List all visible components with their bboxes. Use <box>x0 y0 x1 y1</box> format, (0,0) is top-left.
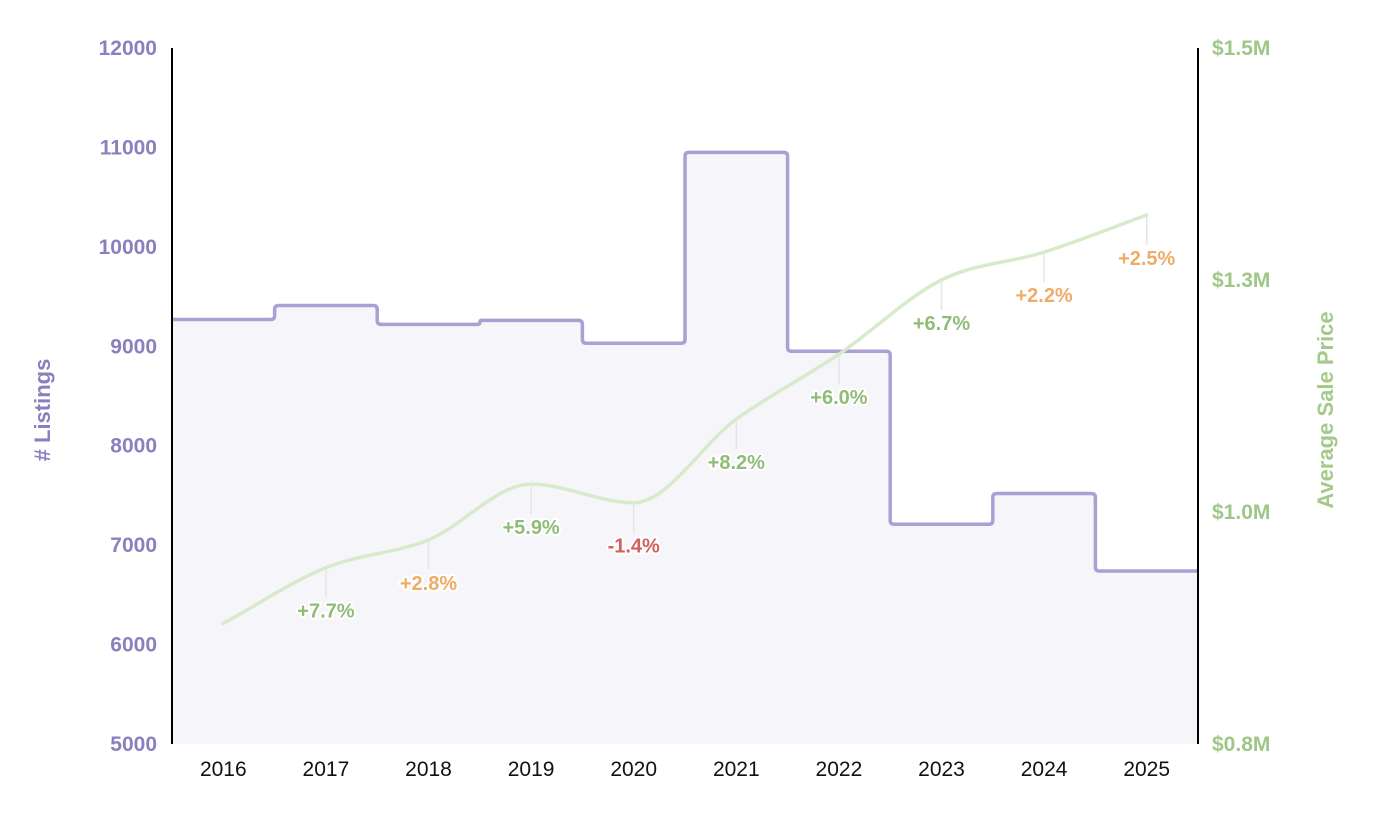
x-tick-label: 2025 <box>1123 758 1170 781</box>
x-tick-label: 2023 <box>918 758 965 781</box>
pct-change-label: +2.5% <box>1118 248 1175 270</box>
x-tick-label: 2016 <box>200 758 247 781</box>
left-tick-label: 10000 <box>99 236 157 259</box>
right-tick-label: $0.8M <box>1212 733 1270 756</box>
pct-change-label: +2.2% <box>1015 285 1072 307</box>
left-tick-label: 12000 <box>99 37 157 60</box>
x-tick-label: 2019 <box>508 758 555 781</box>
pct-change-label: +2.8% <box>400 573 457 595</box>
x-tick-label: 2022 <box>816 758 863 781</box>
left-tick-label: 9000 <box>110 335 157 358</box>
pct-change-label: +8.2% <box>708 452 765 474</box>
right-tick-label: $1.5M <box>1212 37 1270 60</box>
listings-step-line <box>172 150 1198 573</box>
x-tick-label: 2018 <box>405 758 452 781</box>
left-tick-label: 5000 <box>110 733 157 756</box>
right-tick-label: $1.0M <box>1212 501 1270 524</box>
pct-change-label: +6.7% <box>913 313 970 335</box>
left-tick-label: 7000 <box>110 534 157 557</box>
pct-change-label: -1.4% <box>608 536 660 558</box>
left-tick-label: 8000 <box>110 435 157 458</box>
right-tick-label: $1.3M <box>1212 269 1270 292</box>
average-price-line <box>221 213 1149 626</box>
x-tick-label: 2024 <box>1021 758 1068 781</box>
x-tick-label: 2020 <box>610 758 657 781</box>
left-tick-label: 6000 <box>110 634 157 657</box>
left-tick-label: 11000 <box>100 136 157 159</box>
pct-change-label: +6.0% <box>810 387 867 409</box>
x-tick-label: 2021 <box>713 758 760 781</box>
x-tick-label: 2017 <box>303 758 350 781</box>
listings-area-fill <box>172 152 1198 744</box>
pct-change-label: +7.7% <box>297 601 354 623</box>
right-axis-title: Average Sale Price <box>1313 311 1338 508</box>
left-axis-title: # Listings <box>30 359 55 462</box>
pct-change-label: +5.9% <box>502 517 559 539</box>
